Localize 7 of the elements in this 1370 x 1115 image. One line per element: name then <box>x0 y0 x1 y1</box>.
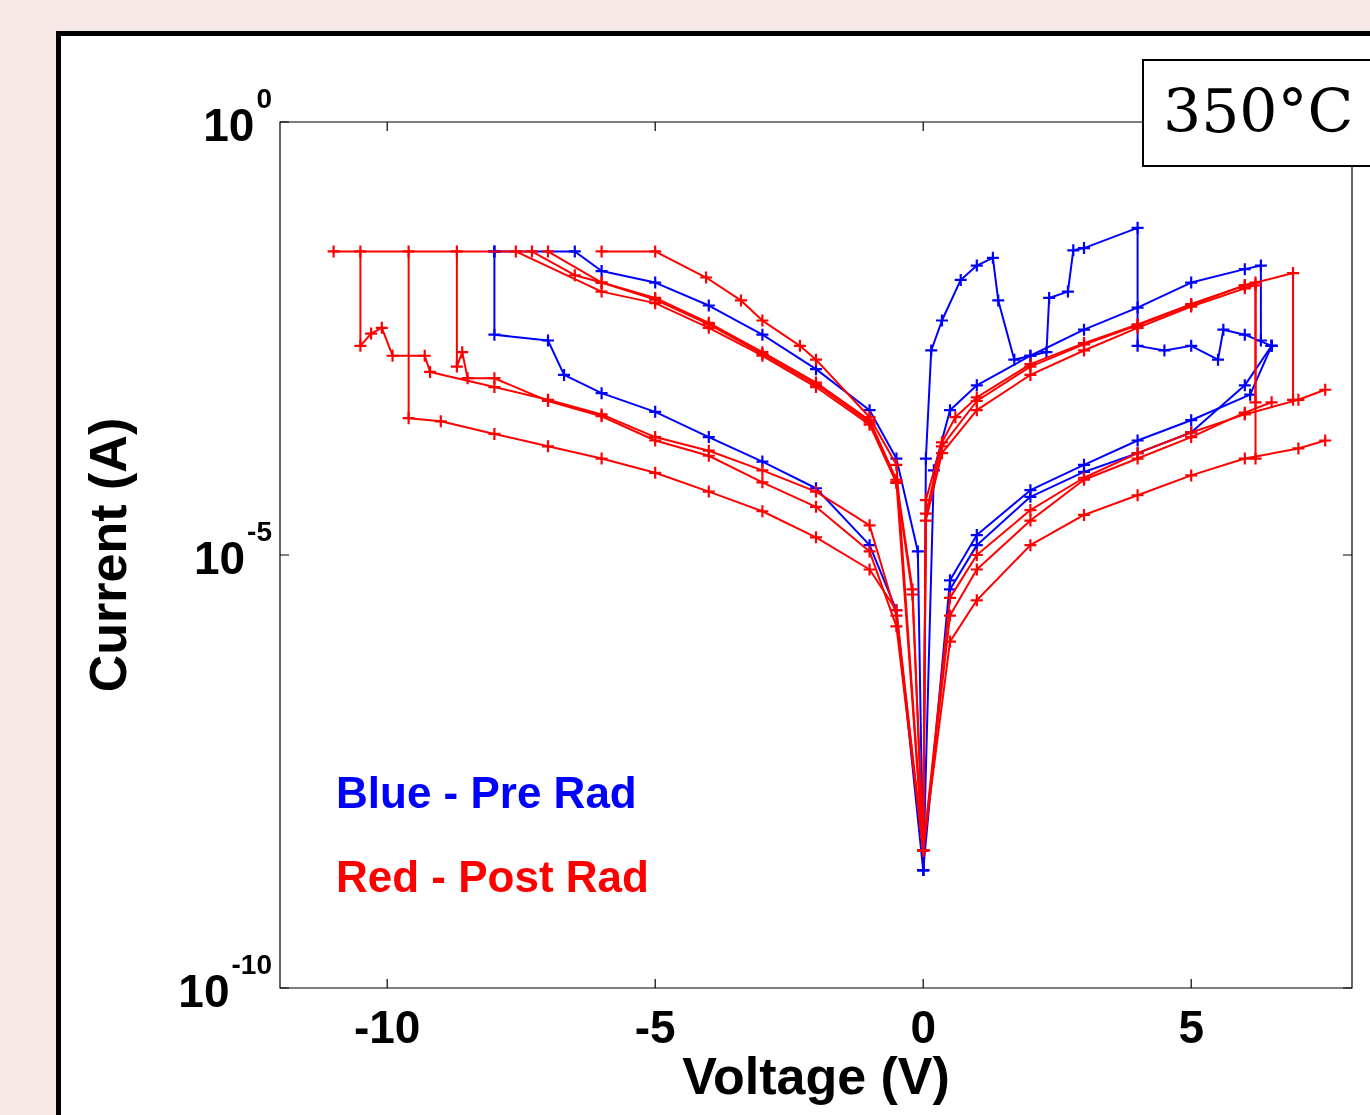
x-tick-label: 5 <box>1178 1000 1204 1053</box>
annotation: 350°C <box>1163 75 1354 146</box>
text: Blue - Pre Rad <box>336 768 637 818</box>
text: Red - Post Rad <box>336 852 649 902</box>
y-axis-title: Current (A) <box>79 417 138 693</box>
x-tick-label: -10 <box>353 1000 421 1053</box>
x-tick-label: -5 <box>634 1000 676 1053</box>
